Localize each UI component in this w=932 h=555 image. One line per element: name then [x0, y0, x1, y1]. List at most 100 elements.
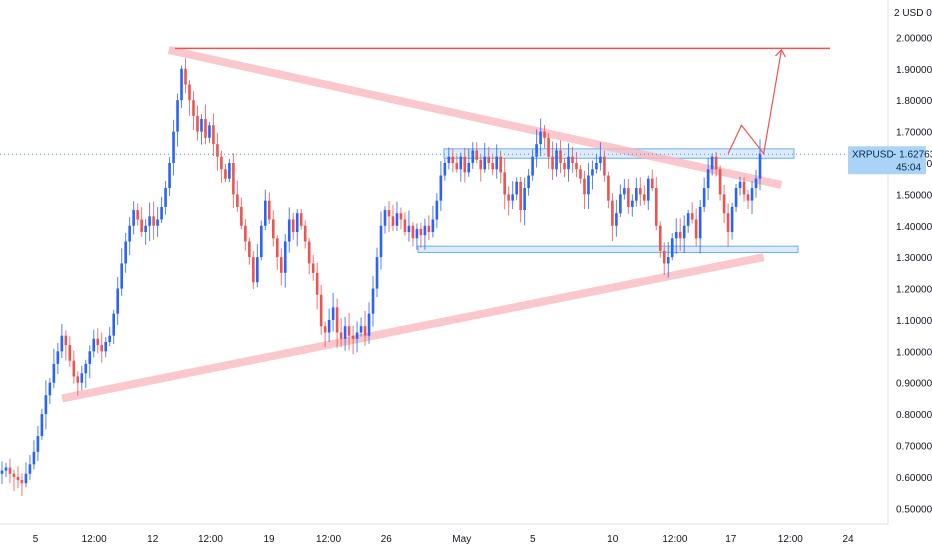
price-unit-label: 2 USD 0: [894, 8, 932, 19]
price-axis[interactable]: 0.50000 0.60000 0.70000 0.80000 0.90000 1.000…: [887, 0, 932, 550]
candle-body: [188, 84, 191, 101]
price-tick-label: 1.20000: [896, 285, 932, 296]
candle-body: [32, 451, 36, 465]
candle-body: [64, 335, 68, 346]
candle-body: [72, 360, 76, 377]
trendlines-layer: [61, 46, 830, 403]
candle-body: [515, 181, 518, 195]
descending-trendline: [167, 46, 783, 189]
candle-body: [539, 131, 542, 145]
candle-body: [264, 200, 267, 226]
candle-body: [112, 313, 116, 336]
candle-body: [80, 373, 84, 383]
candle-body: [447, 156, 451, 163]
candle-body: [256, 257, 259, 283]
candle-body: [343, 326, 347, 339]
candle-body: [307, 241, 311, 264]
candle-body: [100, 345, 104, 352]
candle-body: [271, 219, 275, 239]
candle-body: [236, 194, 239, 207]
symbol-label: XRPUSD: [852, 149, 894, 160]
candle-body: [140, 219, 143, 233]
candle-body: [547, 137, 550, 157]
price-tick-label: 2.00000: [896, 33, 932, 44]
candle-body: [463, 156, 467, 173]
time-axis[interactable]: 5 12:00 12 12:00 19 12:00 26 May 5 10 12:00 17 12:00…: [0, 523, 888, 545]
candle-body: [287, 219, 291, 242]
price-tick-label: 0.50000: [896, 504, 932, 515]
candle-body: [108, 335, 112, 342]
candle-body: [575, 162, 578, 170]
projection-arrowhead: [775, 48, 786, 58]
candle-body: [718, 169, 722, 195]
candle-body: [702, 188, 706, 207]
candle-body: [327, 319, 331, 333]
candle-body: [168, 162, 171, 189]
candle-body: [495, 156, 498, 170]
candle-body: [674, 232, 678, 239]
candle-body: [160, 206, 163, 220]
projection-path: [727, 49, 783, 155]
candle-body: [399, 213, 403, 220]
candle-body: [28, 464, 32, 474]
candle-body: [758, 153, 762, 179]
candle-body: [730, 206, 734, 233]
price-tick-label: 0.70000: [896, 442, 932, 453]
candle-body: [427, 225, 431, 233]
time-tick-label: 17: [725, 534, 737, 545]
price-badge[interactable]: [848, 146, 926, 175]
price-tick-label: 1.30000: [896, 253, 932, 264]
candle-body: [248, 241, 251, 258]
candle-body: [654, 188, 658, 226]
candle-body: [240, 206, 243, 226]
candle-body: [395, 213, 399, 226]
candle-body: [36, 436, 40, 452]
candle-body: [52, 363, 56, 383]
candle-body: [331, 307, 335, 320]
candle-body: [682, 225, 686, 239]
candle-body: [220, 156, 223, 170]
candle-body: [260, 225, 263, 258]
candle-body: [678, 232, 682, 239]
candle-body: [96, 338, 100, 346]
candle-body: [275, 238, 279, 258]
candle-body: [375, 257, 379, 289]
candle-body: [311, 263, 315, 273]
candle-body: [643, 194, 646, 201]
candle-body: [196, 115, 199, 132]
candle-body: [164, 188, 167, 207]
candle-body: [487, 156, 491, 163]
candle-body: [555, 150, 558, 170]
price-tick-label: 0.60000: [896, 473, 932, 484]
candle-body: [579, 169, 582, 179]
candle-body: [523, 188, 526, 211]
candle-body: [591, 169, 594, 176]
candle-body: [88, 351, 92, 364]
candle-body: [543, 131, 546, 138]
candle-body: [204, 119, 207, 138]
candle-body: [323, 326, 327, 333]
candle-body: [694, 219, 698, 239]
candle-body: [124, 241, 127, 264]
time-tick-label: 12:00: [662, 534, 687, 545]
candle-body: [650, 178, 654, 189]
candle-body: [319, 294, 323, 327]
candle-body: [299, 213, 303, 226]
candle-body: [754, 178, 758, 189]
overlays-layer: [0, 48, 888, 155]
candle-body: [232, 162, 235, 195]
candle-body: [40, 414, 44, 437]
candle-body: [706, 169, 710, 189]
candle-body: [742, 181, 746, 195]
candle-body: [0, 470, 4, 474]
candle-body: [646, 178, 650, 201]
candle-body: [132, 210, 135, 226]
candle-body: [635, 188, 638, 201]
candle-body: [8, 467, 12, 474]
time-tick-label: 12:00: [198, 534, 223, 545]
time-tick-label: 12:00: [316, 534, 341, 545]
candle-body: [303, 225, 307, 242]
candle-body: [60, 335, 64, 352]
